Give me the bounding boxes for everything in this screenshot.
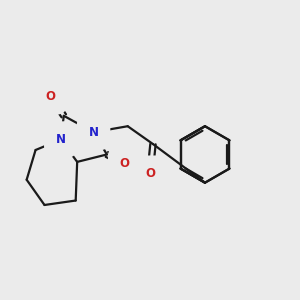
Text: O: O <box>45 90 56 103</box>
Text: N: N <box>88 126 98 139</box>
Text: O: O <box>145 167 155 180</box>
Text: N: N <box>56 133 66 146</box>
Text: O: O <box>120 157 130 170</box>
